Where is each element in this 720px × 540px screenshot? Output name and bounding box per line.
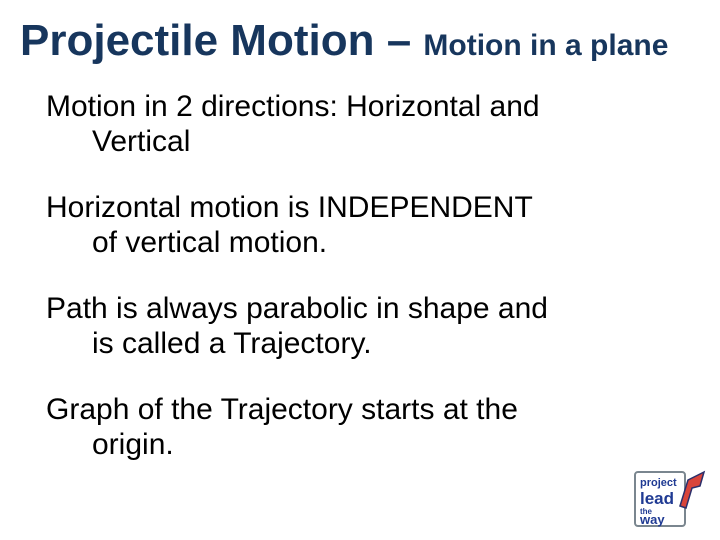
- title-main: Projectile Motion –: [20, 16, 423, 65]
- paragraph-line: origin.: [46, 428, 700, 463]
- logo-text-bot: way: [639, 512, 665, 527]
- slide: Projectile Motion – Motion in a plane Mo…: [0, 0, 720, 540]
- paragraph-line: Vertical: [46, 125, 700, 160]
- paragraph: Motion in 2 directions: Horizontal and V…: [46, 90, 700, 159]
- paragraph: Graph of the Trajectory starts at the or…: [46, 393, 700, 462]
- paragraph-line: is called a Trajectory.: [46, 327, 700, 362]
- pltw-logo-icon: project lead the way: [634, 466, 706, 528]
- slide-body: Motion in 2 directions: Horizontal and V…: [20, 90, 700, 462]
- logo-text-top: project: [640, 477, 677, 489]
- paragraph: Horizontal motion is INDEPENDENT of vert…: [46, 191, 700, 260]
- paragraph-line: Path is always parabolic in shape and: [46, 292, 548, 325]
- title-subtitle: Motion in a plane: [423, 29, 668, 62]
- logo-text-mid: lead: [640, 489, 674, 508]
- paragraph-line: Graph of the Trajectory starts at the: [46, 393, 518, 426]
- paragraph-line: Motion in 2 directions: Horizontal and: [46, 90, 540, 123]
- paragraph-line: Horizontal motion is INDEPENDENT: [46, 191, 533, 224]
- paragraph-line: of vertical motion.: [46, 226, 700, 261]
- slide-title: Projectile Motion – Motion in a plane: [20, 18, 700, 64]
- paragraph: Path is always parabolic in shape and is…: [46, 292, 700, 361]
